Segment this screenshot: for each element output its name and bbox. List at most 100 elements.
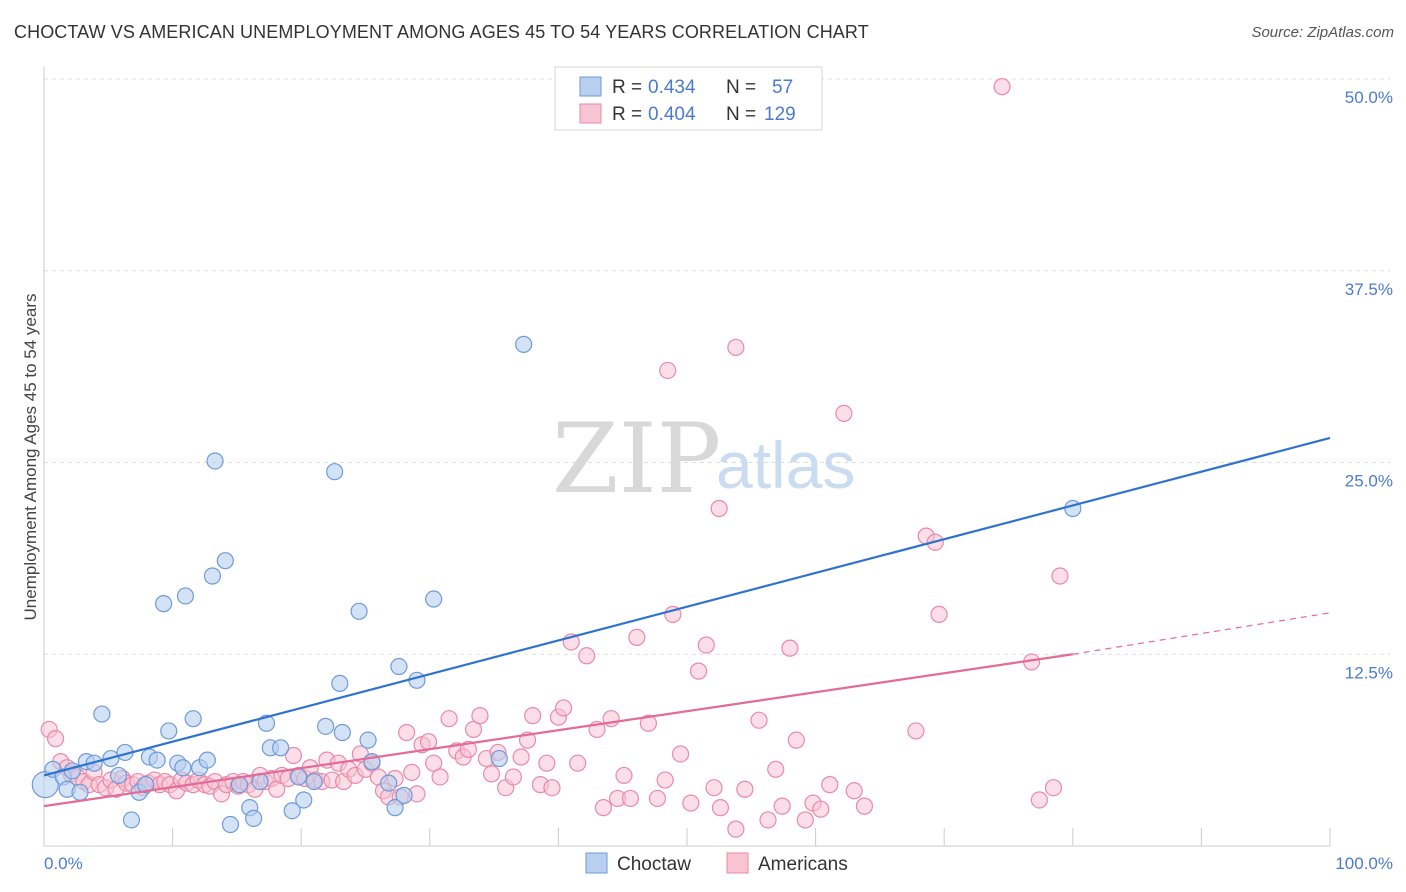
series-legend: Choctaw Americans xyxy=(585,852,848,875)
choctaw-point xyxy=(136,776,155,794)
choctaw-point xyxy=(63,762,81,780)
americans-point xyxy=(440,710,458,728)
americans-point xyxy=(727,820,745,838)
choctaw-point xyxy=(350,602,368,620)
choctaw-point xyxy=(221,815,240,834)
choctaw-point xyxy=(206,452,224,470)
americans-point xyxy=(538,754,556,772)
choctaw-point xyxy=(515,335,533,353)
americans-point xyxy=(482,765,501,783)
americans-point xyxy=(812,800,830,818)
americans-point xyxy=(697,636,715,654)
choctaw-point xyxy=(490,749,508,768)
legend-n-value-choctaw: 57 xyxy=(772,77,793,98)
choctaw-point xyxy=(326,463,344,481)
choctaw-point xyxy=(425,590,443,608)
americans-point xyxy=(554,699,573,717)
choctaw-point xyxy=(272,739,290,757)
americans-point xyxy=(821,776,839,794)
americans-point xyxy=(767,760,785,778)
americans-point xyxy=(594,799,613,817)
americans-point xyxy=(1044,779,1063,797)
tick-labels: 12.5% 25.0% 37.5% 50.0% 0.0% 100.0% xyxy=(44,88,1393,873)
americans-point xyxy=(671,745,690,763)
choctaw-point xyxy=(283,802,301,820)
choctaw-point xyxy=(176,587,195,605)
legend-swatch-americans xyxy=(579,103,602,124)
americans-point xyxy=(781,639,799,657)
americans-point xyxy=(464,720,483,739)
americans-point xyxy=(796,811,814,829)
choctaw-point xyxy=(257,714,276,732)
americans-point xyxy=(419,733,438,751)
choctaw-point xyxy=(390,657,408,676)
choctaw-point xyxy=(216,552,234,570)
y-axis-title: Unemployment Among Ages 45 to 54 years xyxy=(21,294,40,621)
axes xyxy=(43,66,1331,847)
legend-r-label-1: R = xyxy=(612,77,642,98)
choctaw-point xyxy=(109,766,128,785)
americans-point xyxy=(1051,567,1069,585)
watermark-zip: ZIP xyxy=(552,403,721,515)
americans-point xyxy=(578,647,596,665)
legend-swatch-choctaw xyxy=(579,76,602,97)
americans-point xyxy=(993,78,1011,96)
americans-trend-extension xyxy=(1072,612,1331,655)
y-tick-label-2: 37.5% xyxy=(1345,280,1393,299)
x-tick-label-1: 100.0% xyxy=(1335,854,1393,873)
americans-point xyxy=(930,605,948,623)
choctaw-point xyxy=(331,674,349,692)
americans-point xyxy=(504,768,522,786)
legend-r-value-americans: 0.404 xyxy=(648,104,696,125)
x-tick-label-0: 0.0% xyxy=(44,854,83,873)
choctaw-point xyxy=(184,710,202,728)
legend-r-label-2: R = xyxy=(612,104,642,125)
choctaw-point xyxy=(290,768,308,786)
choctaw-point xyxy=(295,791,313,809)
americans-point xyxy=(628,628,646,646)
legend-n-label-2: N = xyxy=(726,104,756,125)
choctaw-point xyxy=(395,786,413,804)
trend-lines xyxy=(43,436,1331,808)
bottom-legend-swatch-americans xyxy=(726,852,749,874)
y-tick-label-1: 25.0% xyxy=(1345,472,1393,491)
watermark: ZIP atlas xyxy=(552,403,855,515)
choctaw-point xyxy=(174,759,192,777)
choctaw-point xyxy=(148,751,166,769)
americans-point xyxy=(284,746,303,765)
choctaw-point xyxy=(122,811,141,829)
choctaw-trend-line xyxy=(43,436,1331,777)
americans-point xyxy=(621,789,640,808)
americans-point xyxy=(512,748,530,766)
correlation-legend: R = 0.434 N = 57 R = 0.404 N = 129 xyxy=(554,66,823,131)
americans-point xyxy=(835,404,853,423)
americans-point xyxy=(425,754,443,772)
americans-point xyxy=(682,794,700,812)
americans-point xyxy=(648,789,667,808)
watermark-atlas: atlas xyxy=(716,428,855,502)
choctaw-point xyxy=(305,772,323,791)
americans-point xyxy=(543,779,561,797)
chart-title: CHOCTAW VS AMERICAN UNEMPLOYMENT AMONG A… xyxy=(14,22,869,42)
choctaw-points xyxy=(31,335,1082,834)
legend-r-value-choctaw: 0.434 xyxy=(648,77,696,98)
bottom-legend-swatch-choctaw xyxy=(585,852,608,874)
choctaw-point xyxy=(203,567,222,585)
americans-point xyxy=(431,768,449,786)
americans-point xyxy=(705,779,723,797)
choctaw-point xyxy=(408,671,426,689)
americans-point xyxy=(403,763,421,781)
americans-point xyxy=(1030,791,1048,809)
choctaw-point xyxy=(359,731,377,749)
choctaw-point xyxy=(93,705,111,723)
americans-point xyxy=(750,711,768,729)
americans-point xyxy=(845,782,863,800)
americans-point xyxy=(656,771,674,789)
choctaw-point xyxy=(198,751,216,769)
americans-point xyxy=(689,662,708,680)
choctaw-point xyxy=(71,783,89,801)
americans-point xyxy=(639,714,658,732)
source-credit: Source: ZipAtlas.com xyxy=(1251,24,1394,41)
legend-n-value-americans: 129 xyxy=(764,104,796,125)
